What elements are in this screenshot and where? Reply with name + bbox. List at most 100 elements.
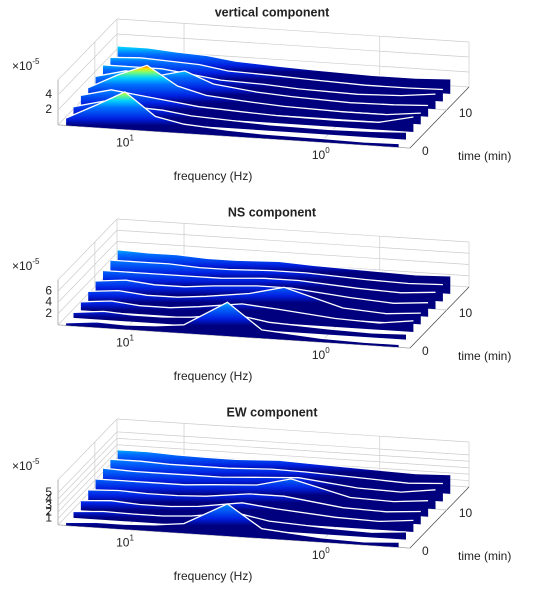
x-tick-base: 10 [312,148,326,162]
x-tick-label: 101 [116,333,134,349]
chart-title: EW component [227,405,319,419]
grid-line [116,431,470,456]
chart-title: NS component [228,205,317,219]
box-edge [409,286,470,349]
slice-line [110,259,443,286]
y-tick-label: 0 [422,344,429,358]
x-tick-label: 100 [312,346,330,362]
y-tick-label: 10 [459,106,473,120]
z-tick-label: 4 [45,491,52,505]
grid-line [57,324,411,349]
slice-line [88,286,421,315]
slice-line [110,458,443,485]
slice-line [102,269,436,294]
z-tick-label: 2 [45,102,52,116]
grid-line [57,444,118,506]
z-tick-label: 2 [45,504,52,518]
x-tick-exponent: 0 [325,546,330,555]
chart-title: vertical component [215,5,330,19]
z-tick-label: 1 [45,511,52,525]
box-edge [57,18,118,81]
grid-line [116,229,470,254]
x-tick-label: 100 [312,146,330,162]
slice-area [110,57,443,102]
z-tick-label: 6 [45,283,52,297]
z-multiplier: ×10-5 [12,257,40,273]
grid-line [57,457,118,519]
z-tick-label: 4 [45,295,52,309]
box-edge [409,486,470,549]
x-tick-base: 10 [312,548,326,562]
y-tick-label: 10 [459,506,473,520]
slice-line [117,449,451,476]
x-tick-base: 10 [116,136,130,150]
x-axis-label: frequency (Hz) [174,369,253,383]
y-tick-label: 0 [422,544,429,558]
x-tick-base: 10 [116,336,130,350]
box-edge [57,418,118,481]
x-axis-label: frequency (Hz) [174,569,253,583]
slice-line [65,91,399,145]
z-multiplier: ×10-5 [12,457,40,473]
slice-area [117,45,451,94]
z-multiplier-exponent: -5 [32,257,40,266]
x-tick-exponent: 0 [325,346,330,355]
slice-area [73,101,407,140]
x-tick-base: 10 [116,536,130,550]
x-tick-exponent: 1 [129,133,134,142]
x-axis-label: frequency (Hz) [174,169,253,183]
y-axis-label: time (min) [458,349,511,363]
box-edge [116,18,470,43]
z-tick-label: 5 [45,485,52,499]
slice-line [88,489,421,513]
z-multiplier-base: ×10 [12,259,33,273]
grid-line [57,241,118,303]
slice-area [95,70,429,117]
slice-line [66,301,399,346]
y-axis-label: time (min) [458,149,511,163]
grid-line [116,33,470,58]
grid-line [57,230,118,292]
grid-line [116,241,470,265]
grid-line [116,444,470,469]
box-edge [116,418,470,443]
slice-line [80,499,414,523]
grid-line [57,438,118,500]
slice-area [80,301,414,333]
slice-area [66,91,399,148]
x-tick-base: 10 [312,348,326,362]
slice-line [87,64,421,116]
slice-line [95,478,429,503]
z-multiplier-base: ×10 [12,459,33,473]
x-tick-label: 101 [116,533,134,549]
x-tick-exponent: 1 [129,333,134,342]
x-tick-exponent: 1 [129,533,134,542]
x-tick-exponent: 0 [325,146,330,155]
slice-area [66,302,399,348]
z-tick-label: 2 [45,306,52,320]
slice-line [117,249,451,277]
box-edge [409,86,470,149]
z-tick-label: 3 [45,498,52,512]
z-tick-label: 4 [45,87,52,101]
slice-line [110,56,443,91]
slice-line [102,467,436,493]
z-multiplier-base: ×10 [12,59,33,73]
box-edge [57,218,118,281]
slice-line [95,279,429,304]
slice-line [66,503,399,543]
slice-line [117,45,451,80]
y-tick-label: 10 [459,306,473,320]
z-multiplier-exponent: -5 [32,457,40,466]
slice-area [66,503,399,548]
grid-line [116,437,470,462]
grid-line [57,431,118,494]
y-tick-label: 0 [422,144,429,158]
grid-line [57,252,118,314]
grid-line [57,33,118,96]
box-edge [116,218,470,243]
